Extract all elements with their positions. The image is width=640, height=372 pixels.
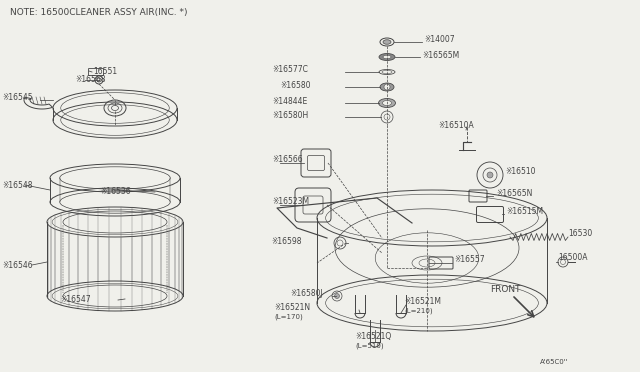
Text: A'65C0'': A'65C0'' bbox=[540, 359, 568, 365]
Text: ※16510A: ※16510A bbox=[438, 122, 474, 131]
Text: ※16523M: ※16523M bbox=[272, 198, 309, 206]
Text: ※14844E: ※14844E bbox=[272, 97, 307, 106]
FancyBboxPatch shape bbox=[477, 206, 504, 222]
FancyBboxPatch shape bbox=[303, 196, 323, 214]
Circle shape bbox=[487, 172, 493, 178]
FancyBboxPatch shape bbox=[469, 190, 487, 202]
Circle shape bbox=[384, 84, 390, 90]
Ellipse shape bbox=[379, 54, 395, 61]
Text: ※16547: ※16547 bbox=[60, 295, 91, 305]
Text: ※16580: ※16580 bbox=[280, 81, 310, 90]
FancyBboxPatch shape bbox=[88, 68, 104, 76]
Text: ※16598: ※16598 bbox=[271, 237, 301, 246]
Text: ※16565M: ※16565M bbox=[422, 51, 460, 61]
Polygon shape bbox=[24, 97, 52, 109]
Text: ※16545: ※16545 bbox=[2, 93, 33, 103]
Text: ※14007: ※14007 bbox=[424, 35, 454, 45]
Text: NOTE: 16500CLEANER ASSY AIR(INC. *): NOTE: 16500CLEANER ASSY AIR(INC. *) bbox=[10, 9, 188, 17]
Text: ※16557: ※16557 bbox=[454, 256, 484, 264]
Text: ※16565N: ※16565N bbox=[496, 189, 532, 198]
Ellipse shape bbox=[383, 40, 391, 44]
Ellipse shape bbox=[380, 83, 394, 91]
Text: 16500A: 16500A bbox=[558, 253, 588, 263]
Ellipse shape bbox=[111, 106, 118, 110]
Text: ※16521Q: ※16521Q bbox=[355, 333, 391, 341]
Text: ※16568: ※16568 bbox=[75, 76, 106, 84]
Text: ※16515M: ※16515M bbox=[506, 206, 543, 215]
Text: ※16536: ※16536 bbox=[100, 187, 131, 196]
Text: ※16521M: ※16521M bbox=[404, 298, 441, 307]
Text: 16551: 16551 bbox=[93, 67, 117, 76]
FancyBboxPatch shape bbox=[301, 149, 331, 177]
Ellipse shape bbox=[383, 55, 391, 59]
Text: ※16580J: ※16580J bbox=[290, 289, 323, 298]
Text: FRONT: FRONT bbox=[490, 285, 520, 295]
Ellipse shape bbox=[383, 100, 392, 106]
Text: ※16577C: ※16577C bbox=[272, 65, 308, 74]
Text: 16530: 16530 bbox=[568, 230, 592, 238]
Text: ※16566: ※16566 bbox=[272, 155, 303, 164]
Text: ※16548: ※16548 bbox=[2, 180, 33, 189]
Text: (L=510): (L=510) bbox=[355, 343, 383, 349]
Ellipse shape bbox=[378, 99, 396, 108]
Text: ※16521N: ※16521N bbox=[274, 304, 310, 312]
Text: ※16546: ※16546 bbox=[2, 260, 33, 269]
FancyBboxPatch shape bbox=[295, 188, 331, 222]
Text: ※16580H: ※16580H bbox=[272, 112, 308, 121]
Circle shape bbox=[335, 294, 339, 298]
Text: (L=210): (L=210) bbox=[404, 308, 433, 314]
Text: ※16510: ※16510 bbox=[505, 167, 536, 176]
Text: (L=170): (L=170) bbox=[274, 314, 303, 320]
FancyBboxPatch shape bbox=[429, 257, 453, 269]
FancyBboxPatch shape bbox=[307, 155, 324, 170]
